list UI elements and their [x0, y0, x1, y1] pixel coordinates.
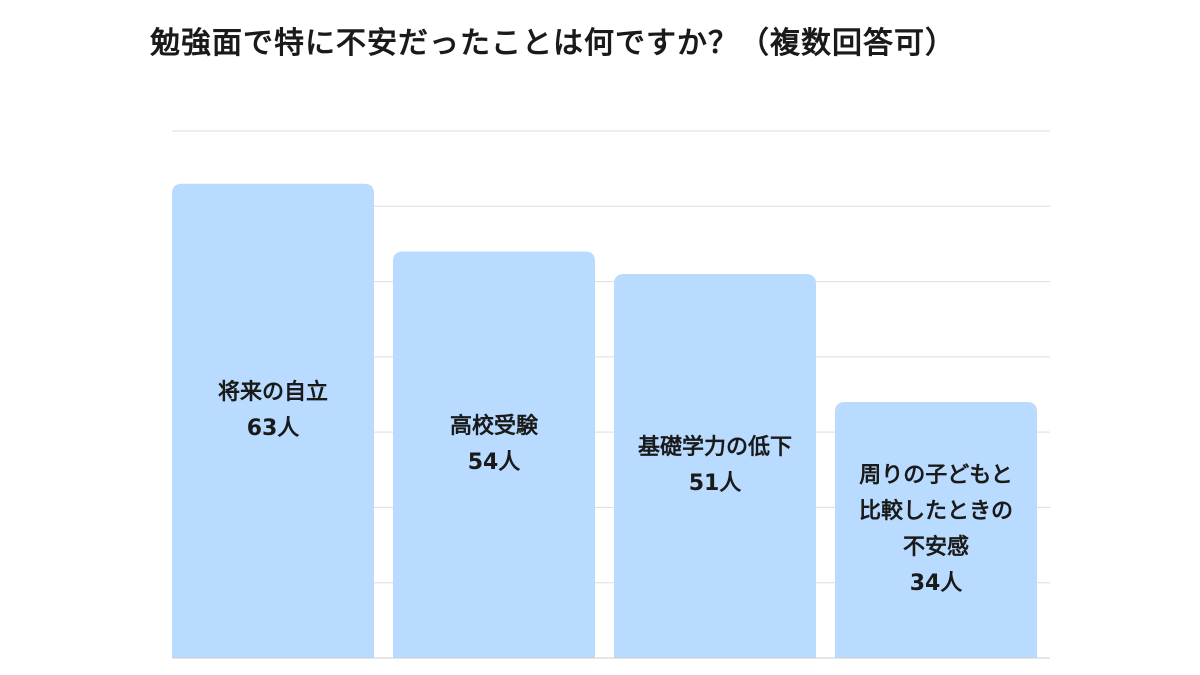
bar [172, 183, 374, 658]
bar-value-label: 51人 [688, 471, 742, 497]
bar [614, 274, 816, 658]
bar [393, 251, 595, 658]
bar-category-label: 周りの子どもと 比較したときの 不安感 [858, 463, 1013, 560]
bar-category-label: 高校受験 [449, 413, 538, 439]
bar [835, 402, 1037, 658]
bar-value-label: 63人 [246, 415, 300, 441]
chart-title: 勉強面で特に不安だったことは何ですか？（複数回答可） [150, 26, 956, 61]
bar-value-label: 54人 [467, 449, 521, 475]
bar-value-label: 34人 [909, 571, 963, 596]
bar-category-label: 将来の自立 [217, 379, 328, 405]
bar-data-label: 将来の自立 63人 [172, 375, 374, 447]
bar-data-label: 周りの子どもと 比較したときの 不安感 34人 [835, 458, 1037, 602]
bar-data-label: 基礎学力の低下 51人 [614, 430, 816, 502]
bar-data-label: 高校受験 54人 [393, 409, 595, 481]
bar-category-label: 基礎学力の低下 [637, 435, 792, 461]
